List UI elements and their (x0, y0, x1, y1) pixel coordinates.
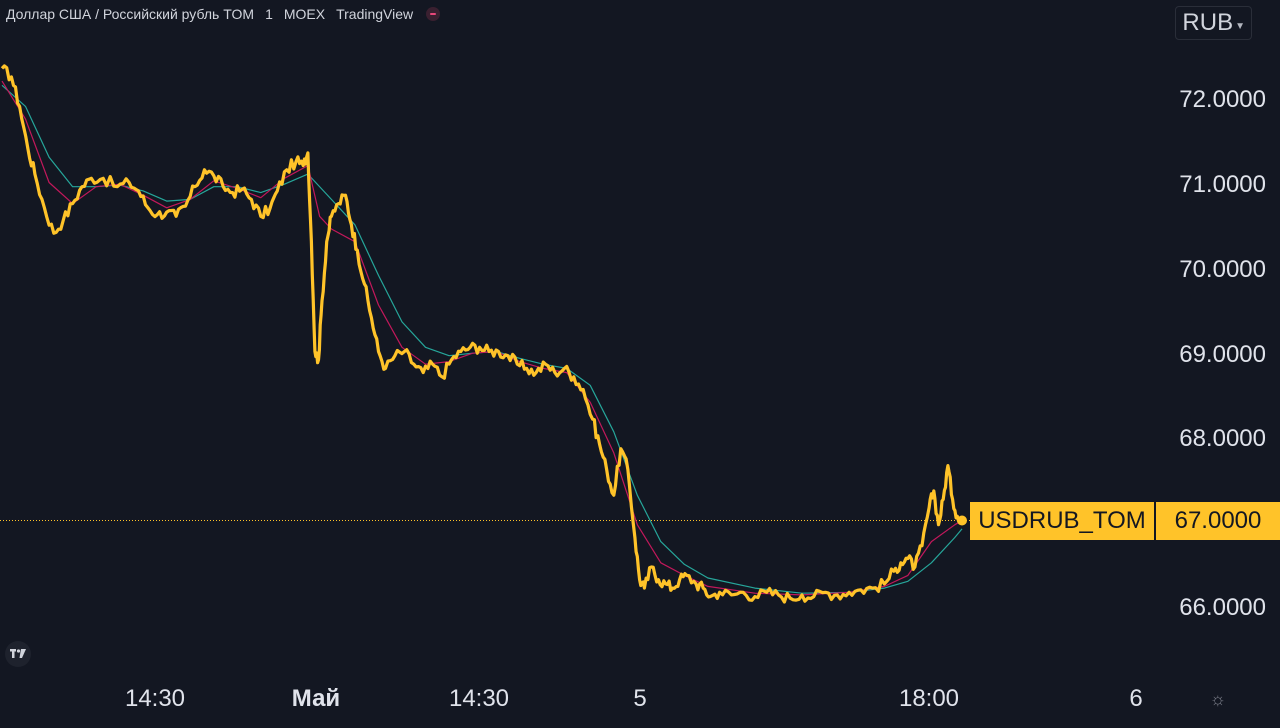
exchange-label: MOEX (283, 6, 326, 22)
slow-average-line (1, 84, 963, 594)
symbol-price-tag: USDRUB_TOM (970, 502, 1154, 540)
y-tick-label: 71.0000 (1179, 171, 1266, 198)
x-tick-label: Май (292, 685, 340, 712)
source-label: TradingView (336, 6, 414, 22)
currency-selector[interactable]: RUB ▼ (1175, 6, 1252, 40)
x-tick-label: 5 (633, 685, 646, 712)
x-tick-label: 6 (1129, 685, 1142, 712)
market-status-icon[interactable] (426, 7, 441, 21)
last-price-value: 67.0000 (1174, 507, 1262, 534)
y-tick-label: 68.0000 (1179, 425, 1266, 452)
y-tick-label: 69.0000 (1179, 341, 1266, 368)
currency-label: RUB (1182, 9, 1234, 36)
last-price-tag: 67.0000 (1156, 502, 1280, 540)
settings-gear-icon[interactable]: ☼ (1209, 689, 1227, 709)
tradingview-logo-icon[interactable] (5, 641, 31, 667)
y-tick-label: 66.0000 (1179, 594, 1266, 621)
fast-average-line (1, 80, 963, 596)
y-axis[interactable]: 72.0000 71.0000 70.0000 69.0000 68.0000 … (1179, 86, 1266, 621)
symbol-name: Доллар США / Российский рубль TOM (6, 6, 255, 22)
chevron-down-icon: ▼ (1235, 20, 1245, 32)
y-tick-label: 72.0000 (1179, 86, 1266, 113)
price-series-line (0, 64, 963, 604)
series-layer (0, 64, 963, 604)
last-price-dot (957, 515, 967, 526)
chart-header: Доллар США / Российский рубль TOM 1 MOEX… (6, 4, 441, 24)
x-tick-label: 14:30 (125, 685, 185, 712)
x-axis[interactable]: 14:30 Май 14:30 5 18:00 6 (125, 685, 1143, 712)
x-tick-label: 14:30 (449, 685, 509, 712)
symbol-tag-label: USDRUB_TOM (978, 507, 1146, 534)
x-tick-label: 18:00 (899, 685, 959, 712)
interval-label[interactable]: 1 (265, 6, 273, 22)
y-tick-label: 70.0000 (1179, 256, 1266, 283)
